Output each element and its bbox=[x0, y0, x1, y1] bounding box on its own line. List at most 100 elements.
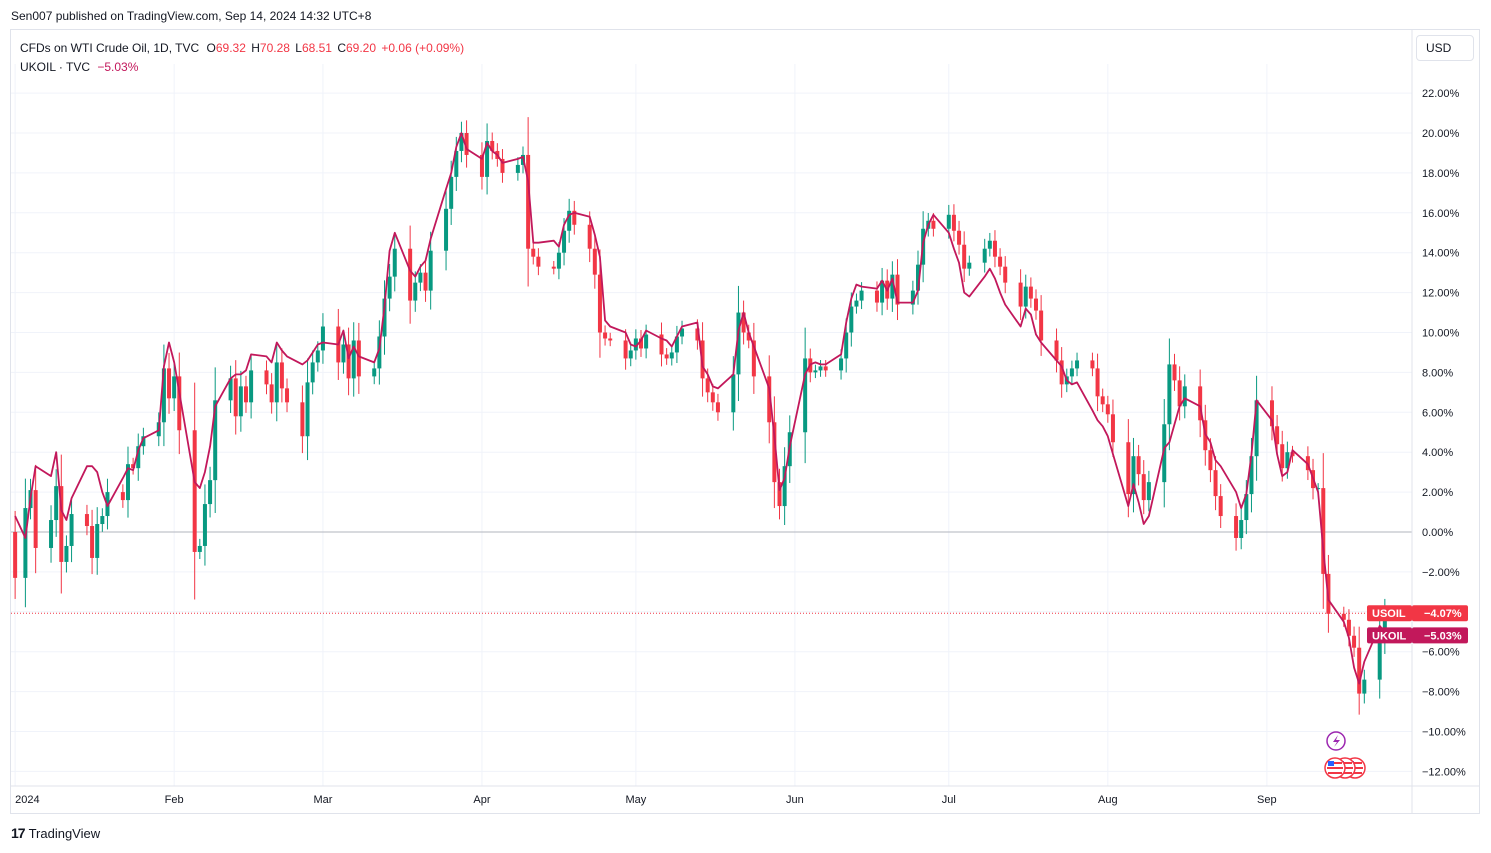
candle[interactable] bbox=[1003, 256, 1008, 294]
candle[interactable] bbox=[167, 352, 172, 414]
candle[interactable] bbox=[874, 281, 879, 312]
candle[interactable] bbox=[1090, 352, 1095, 377]
candle[interactable] bbox=[1269, 386, 1274, 441]
candle[interactable] bbox=[556, 242, 561, 280]
candle[interactable] bbox=[95, 507, 100, 575]
candle[interactable] bbox=[320, 313, 325, 364]
candle[interactable] bbox=[895, 259, 900, 321]
candle[interactable] bbox=[392, 233, 397, 292]
candle[interactable] bbox=[1110, 399, 1115, 457]
candle[interactable] bbox=[377, 320, 382, 385]
candle[interactable] bbox=[818, 360, 823, 377]
candle[interactable] bbox=[710, 383, 715, 411]
candle[interactable] bbox=[1054, 328, 1059, 373]
candle[interactable] bbox=[285, 378, 290, 413]
candle[interactable] bbox=[782, 447, 787, 526]
candle[interactable] bbox=[1136, 444, 1141, 486]
candle[interactable] bbox=[813, 364, 818, 379]
candle[interactable] bbox=[177, 352, 182, 455]
candle[interactable] bbox=[890, 261, 895, 312]
candle[interactable] bbox=[1234, 503, 1239, 551]
candle[interactable] bbox=[638, 330, 643, 357]
candle[interactable] bbox=[674, 325, 679, 364]
candle[interactable] bbox=[346, 327, 351, 396]
candle[interactable] bbox=[880, 267, 885, 316]
candle[interactable] bbox=[854, 293, 859, 314]
candle[interactable] bbox=[823, 360, 828, 377]
candle[interactable] bbox=[428, 231, 433, 310]
candle[interactable] bbox=[1039, 295, 1044, 356]
candle[interactable] bbox=[741, 300, 746, 345]
candle[interactable] bbox=[233, 360, 238, 435]
candle[interactable] bbox=[664, 348, 669, 365]
candle[interactable] bbox=[746, 324, 751, 349]
candle[interactable] bbox=[1028, 277, 1033, 308]
candle[interactable] bbox=[125, 446, 130, 518]
candle[interactable] bbox=[300, 385, 305, 454]
candle[interactable] bbox=[208, 466, 213, 518]
candle[interactable] bbox=[669, 345, 674, 366]
candle[interactable] bbox=[100, 508, 105, 532]
candle[interactable] bbox=[1141, 460, 1146, 515]
candle[interactable] bbox=[84, 504, 89, 536]
candle[interactable] bbox=[1213, 456, 1218, 511]
candle[interactable] bbox=[1254, 375, 1259, 481]
candle[interactable] bbox=[987, 232, 992, 257]
candle[interactable] bbox=[444, 189, 449, 271]
candle[interactable] bbox=[54, 469, 59, 537]
candle[interactable] bbox=[1059, 347, 1064, 398]
candle[interactable] bbox=[315, 341, 320, 372]
candle[interactable] bbox=[1198, 369, 1203, 438]
candle[interactable] bbox=[131, 457, 136, 475]
candle[interactable] bbox=[213, 367, 218, 514]
candle[interactable] bbox=[372, 360, 377, 385]
candle[interactable] bbox=[962, 231, 967, 283]
candle[interactable] bbox=[1172, 353, 1177, 391]
candle[interactable] bbox=[305, 358, 310, 461]
candle[interactable] bbox=[1095, 353, 1100, 412]
candle[interactable] bbox=[1167, 338, 1172, 451]
candle[interactable] bbox=[715, 393, 720, 421]
candle[interactable] bbox=[751, 322, 756, 394]
candle[interactable] bbox=[423, 261, 428, 302]
candle[interactable] bbox=[485, 123, 490, 195]
candle[interactable] bbox=[1105, 395, 1110, 423]
candle[interactable] bbox=[1131, 437, 1136, 513]
candle[interactable] bbox=[1321, 453, 1326, 609]
candle[interactable] bbox=[916, 250, 921, 305]
candle[interactable] bbox=[1182, 374, 1187, 419]
candle[interactable] bbox=[500, 149, 505, 183]
candle[interactable] bbox=[120, 484, 125, 508]
candle[interactable] bbox=[1100, 388, 1105, 413]
candle[interactable] bbox=[931, 212, 936, 237]
candle[interactable] bbox=[243, 375, 248, 413]
candle[interactable] bbox=[628, 342, 633, 367]
candle[interactable] bbox=[592, 234, 597, 289]
candle[interactable] bbox=[633, 329, 638, 360]
candle[interactable] bbox=[526, 117, 531, 287]
candle[interactable] bbox=[413, 271, 418, 312]
candle[interactable] bbox=[23, 478, 28, 608]
candle[interactable] bbox=[269, 373, 274, 414]
candle[interactable] bbox=[967, 255, 972, 276]
legend-compare-row[interactable]: UKOIL · TVC −5.03% bbox=[20, 58, 464, 77]
candle[interactable] bbox=[1239, 508, 1244, 550]
candle[interactable] bbox=[1177, 366, 1182, 421]
candle[interactable] bbox=[408, 225, 413, 324]
candle[interactable] bbox=[531, 240, 536, 265]
candle[interactable] bbox=[382, 280, 387, 355]
candle[interactable] bbox=[998, 248, 1003, 276]
currency-button[interactable]: USD bbox=[1416, 35, 1474, 61]
candle[interactable] bbox=[1352, 626, 1357, 657]
candle[interactable] bbox=[1357, 626, 1362, 715]
candle[interactable] bbox=[351, 322, 356, 397]
candle[interactable] bbox=[910, 280, 915, 315]
candle[interactable] bbox=[341, 333, 346, 374]
candle[interactable] bbox=[49, 505, 54, 563]
candle[interactable] bbox=[69, 497, 74, 563]
candle[interactable] bbox=[264, 360, 269, 395]
candle[interactable] bbox=[192, 382, 197, 600]
candle[interactable] bbox=[1290, 445, 1295, 463]
candle[interactable] bbox=[274, 343, 279, 422]
